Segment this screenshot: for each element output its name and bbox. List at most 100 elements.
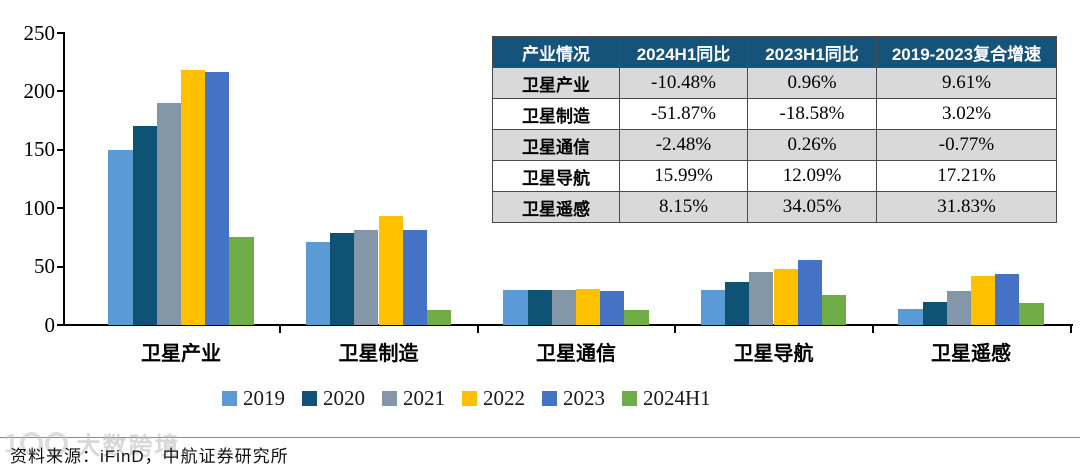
bar-2024H1-卫星产业: [229, 237, 254, 325]
legend-swatch-icon: [542, 391, 557, 406]
bar-2023-卫星制造: [402, 230, 427, 325]
x-axis-category-label: 卫星制造: [338, 343, 419, 365]
table-row: 卫星产业 -10.48% 0.96% 9.61%: [492, 67, 1057, 99]
y-axis-tick: [57, 207, 64, 210]
table-row: 卫星通信 -2.48% 0.26% -0.77%: [492, 129, 1057, 161]
legend-item: 2023: [542, 386, 605, 411]
x-axis-category-label: 卫星产业: [141, 343, 221, 365]
y-axis-tick-label: 150: [23, 137, 56, 162]
table-header-cell: 2023H1同比: [747, 36, 877, 68]
table-category-cell: 卫星制造: [492, 98, 620, 130]
table-row: 卫星制造 -51.87% -18.58% 3.02%: [492, 98, 1057, 130]
bar-2022-卫星遥感: [971, 275, 996, 325]
legend-swatch-icon: [222, 391, 237, 406]
chart-legend: 2019 2020 2021 2022 2023 2024H1: [222, 386, 711, 411]
watermark-text: 大数跨境: [76, 433, 181, 460]
y-axis-tick-label: 100: [23, 195, 56, 220]
x-axis-tick: [279, 326, 281, 333]
bar-2024H1-卫星遥感: [1019, 302, 1044, 325]
watermark-logo-icon: 1: [4, 428, 19, 458]
legend-label: 2019: [243, 386, 285, 410]
bar-2021-卫星遥感: [946, 291, 971, 325]
table-value-cell: 0.96%: [747, 67, 877, 99]
bar-2024H1-卫星制造: [426, 309, 452, 325]
table-value-cell: 31.83%: [876, 191, 1057, 223]
bar-2023-卫星产业: [205, 71, 230, 325]
table-value-cell: 3.02%: [876, 98, 1057, 130]
x-axis-category-label: 卫星通信: [536, 343, 616, 365]
bar-2020-卫星导航: [725, 281, 750, 325]
bar-2021-卫星导航: [749, 272, 774, 325]
legend-label: 2024H1: [643, 386, 711, 410]
table-header-cell: 2024H1同比: [619, 36, 748, 68]
table-category-cell: 卫星通信: [492, 129, 620, 161]
table-header-cell: 2019-2023复合增速: [876, 36, 1057, 68]
y-axis-tick: [57, 148, 64, 151]
y-axis-tick-label: 200: [23, 78, 56, 103]
legend-label: 2023: [563, 386, 605, 410]
bar-2020-卫星通信: [527, 289, 552, 325]
bar-2022-卫星导航: [773, 268, 798, 325]
table-header-cell: 产业情况: [492, 36, 620, 68]
table-value-cell: 17.21%: [876, 160, 1057, 192]
table-category-cell: 卫星产业: [492, 67, 620, 99]
watermark-ring-icon: [45, 432, 69, 455]
legend-swatch-icon: [302, 391, 317, 406]
x-axis-tick: [476, 326, 479, 333]
legend-item: 2020: [302, 386, 365, 411]
table-category-cell: 卫星导航: [492, 160, 620, 192]
bar-2023-卫星导航: [797, 259, 822, 325]
y-axis-tick: [57, 32, 64, 34]
table-value-cell: 15.99%: [619, 160, 748, 192]
table-value-cell: -10.48%: [619, 67, 748, 99]
table-value-cell: 9.61%: [876, 67, 1057, 99]
legend-swatch-icon: [622, 391, 637, 406]
legend-label: 2020: [323, 386, 365, 410]
y-axis-tick: [57, 324, 64, 326]
bar-2021-卫星通信: [551, 289, 576, 325]
legend-label: 2022: [483, 386, 525, 410]
table-value-cell: 0.26%: [747, 129, 877, 161]
y-axis-tick-label: 250: [23, 20, 56, 45]
bar-2019-卫星导航: [700, 289, 726, 325]
x-axis-category-label: 卫星导航: [733, 343, 814, 365]
x-axis-line: [63, 324, 1073, 326]
legend-swatch-icon: [462, 391, 477, 406]
table-category-cell: 卫星遥感: [492, 191, 620, 223]
bar-2020-卫星制造: [330, 232, 355, 325]
summary-table: 产业情况 2024H1同比 2023H1同比 2019-2023复合增速 卫星产业 -10…: [492, 36, 1057, 223]
bar-2022-卫星通信: [576, 288, 601, 325]
table-row: 卫星导航 15.99% 12.09% 17.21%: [492, 160, 1057, 192]
bar-2019-卫星产业: [108, 149, 133, 325]
legend-item: 2019: [222, 386, 285, 411]
table-row: 卫星遥感 8.15% 34.05% 31.83%: [492, 191, 1057, 223]
source-note: 资料来源：iFinD，中航证券研究所: [10, 447, 289, 466]
bar-2019-卫星通信: [503, 289, 528, 325]
x-axis-tick: [872, 326, 874, 333]
legend-label: 2021: [403, 386, 445, 410]
table-value-cell: 12.09%: [747, 160, 877, 192]
bar-2022-卫星制造: [378, 216, 403, 325]
table-value-cell: 34.05%: [747, 191, 877, 223]
y-axis-tick-label: 0: [44, 312, 56, 337]
bar-2024H1-卫星导航: [821, 294, 847, 325]
bar-2020-卫星产业: [132, 126, 157, 325]
bar-2022-卫星产业: [181, 70, 206, 325]
y-axis-tick: [57, 90, 64, 93]
y-axis-line: [63, 32, 65, 326]
bar-2020-卫星遥感: [922, 301, 947, 325]
bar-2019-卫星遥感: [898, 308, 923, 325]
table-value-cell: -0.77%: [876, 129, 1057, 161]
legend-item: 2022: [462, 386, 525, 411]
footer-divider: [0, 437, 1080, 438]
watermark-ring-icon: [20, 432, 44, 455]
y-axis-tick-label: 50: [34, 254, 55, 279]
legend-item: 2021: [382, 386, 445, 411]
bar-2019-卫星制造: [305, 242, 331, 325]
table-value-cell: 8.15%: [619, 191, 748, 223]
watermark: 1 大数跨境: [4, 426, 180, 461]
legend-item: 2024H1: [622, 386, 711, 411]
y-axis-tick: [57, 265, 64, 268]
